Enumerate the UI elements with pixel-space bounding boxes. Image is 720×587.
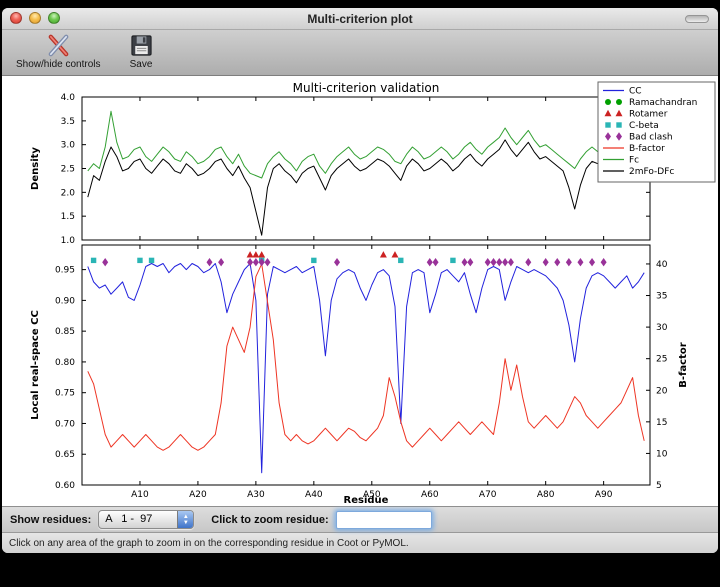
toolbar: Show/hide controls Save: [2, 30, 718, 76]
save-label: Save: [129, 59, 153, 70]
svg-text:3.5: 3.5: [61, 117, 75, 127]
svg-text:A80: A80: [537, 490, 555, 500]
density-panel: 1.0 1.5 2.0 2.5 3.0 3.5 4.0 Density: [30, 93, 651, 246]
svg-text:0.75: 0.75: [55, 389, 75, 399]
svg-text:Bad clash: Bad clash: [629, 133, 673, 143]
residue-range-select[interactable]: A 1 - 97 ▲ ▼: [98, 510, 195, 529]
titlebar[interactable]: Multi-criterion plot: [2, 8, 718, 30]
svg-text:0.60: 0.60: [55, 481, 75, 491]
select-stepper-icon: ▲ ▼: [177, 511, 194, 528]
close-button[interactable]: [10, 12, 22, 24]
svg-text:A20: A20: [189, 490, 207, 500]
svg-text:0.95: 0.95: [55, 266, 75, 276]
svg-text:0.70: 0.70: [55, 419, 75, 429]
svg-text:4.0: 4.0: [61, 93, 76, 103]
svg-text:A40: A40: [305, 490, 323, 500]
floppy-disk-icon: [130, 35, 152, 56]
svg-text:5: 5: [656, 481, 662, 491]
svg-text:1.5: 1.5: [61, 212, 75, 222]
svg-text:15: 15: [656, 418, 667, 428]
crossed-tools-icon: [48, 34, 69, 57]
zoom-residue-label: Click to zoom residue:: [211, 513, 329, 526]
svg-text:40: 40: [656, 260, 668, 270]
rotamer-markers: [246, 251, 399, 258]
svg-text:A10: A10: [131, 490, 149, 500]
multi-criterion-chart[interactable]: 1.0 1.5 2.0 2.5 3.0 3.5 4.0 Density 0.60 0.65 0.70…: [2, 76, 718, 506]
status-text: Click on any area of the graph to zoom i…: [9, 537, 409, 549]
window-title: Multi-criterion plot: [307, 11, 413, 26]
svg-text:3.0: 3.0: [61, 141, 76, 151]
2mfo-dfc-line: [87, 137, 645, 236]
cc-bfactor-panel: 0.60 0.65 0.70 0.75 0.80 0.85 0.90 0.95 5 10 15 20 2…: [30, 244, 689, 500]
fc-line: [87, 110, 645, 179]
svg-text:Local real-space CC: Local real-space CC: [30, 310, 41, 420]
svg-text:A90: A90: [595, 490, 613, 500]
svg-text:A70: A70: [479, 490, 497, 500]
svg-text:C-beta: C-beta: [629, 121, 659, 131]
svg-text:2mFo-DFc: 2mFo-DFc: [629, 167, 674, 177]
svg-text:Rotamer: Rotamer: [629, 110, 668, 120]
svg-text:0.85: 0.85: [55, 327, 75, 337]
save-button[interactable]: Save: [125, 32, 158, 71]
chart-title: Multi-criterion validation: [293, 81, 440, 95]
svg-text:20: 20: [656, 386, 668, 396]
svg-text:0.80: 0.80: [55, 358, 75, 368]
multi-criterion-plot-window: Multi-criterion plot Show/hide controls: [2, 8, 718, 553]
svg-text:Ramachandran: Ramachandran: [629, 98, 697, 108]
b-factor-line: [87, 263, 645, 451]
show-hide-controls-button[interactable]: Show/hide controls: [12, 32, 105, 71]
svg-text:35: 35: [656, 292, 667, 302]
minimize-button[interactable]: [29, 12, 41, 24]
svg-text:A30: A30: [247, 490, 265, 500]
show-hide-controls-label: Show/hide controls: [16, 59, 101, 70]
status-bar: Click on any area of the graph to zoom i…: [2, 532, 718, 553]
x-axis-label: Residue: [344, 495, 389, 506]
svg-text:CC: CC: [629, 87, 642, 97]
svg-text:A60: A60: [421, 490, 439, 500]
bad-clash-markers: [102, 258, 607, 267]
zoom-window-button[interactable]: [48, 12, 60, 24]
svg-text:B-factor: B-factor: [678, 342, 689, 387]
controls-bar: Show residues: A 1 - 97 ▲ ▼ Click to zoom…: [2, 506, 718, 532]
svg-text:2.0: 2.0: [61, 188, 76, 198]
svg-text:A50: A50: [363, 490, 381, 500]
svg-text:Density: Density: [30, 147, 41, 190]
zoom-residue-input[interactable]: [335, 510, 432, 529]
svg-text:1.0: 1.0: [61, 236, 76, 246]
svg-text:Fc: Fc: [629, 156, 639, 166]
svg-text:0.65: 0.65: [55, 450, 75, 460]
svg-text:2.5: 2.5: [61, 165, 75, 175]
svg-text:30: 30: [656, 323, 668, 333]
svg-text:25: 25: [656, 355, 667, 365]
toolbar-toggle-button[interactable]: [685, 15, 709, 23]
residue-range-value: A 1 - 97: [105, 513, 153, 525]
svg-text:0.90: 0.90: [55, 296, 75, 306]
show-residues-label: Show residues:: [10, 513, 92, 526]
svg-text:B-factor: B-factor: [629, 144, 665, 154]
traffic-lights: [10, 12, 60, 24]
svg-text:10: 10: [656, 449, 668, 459]
cc-line: [87, 263, 645, 474]
plot-area: 1.0 1.5 2.0 2.5 3.0 3.5 4.0 Density 0.60 0.65 0.70…: [2, 76, 718, 506]
